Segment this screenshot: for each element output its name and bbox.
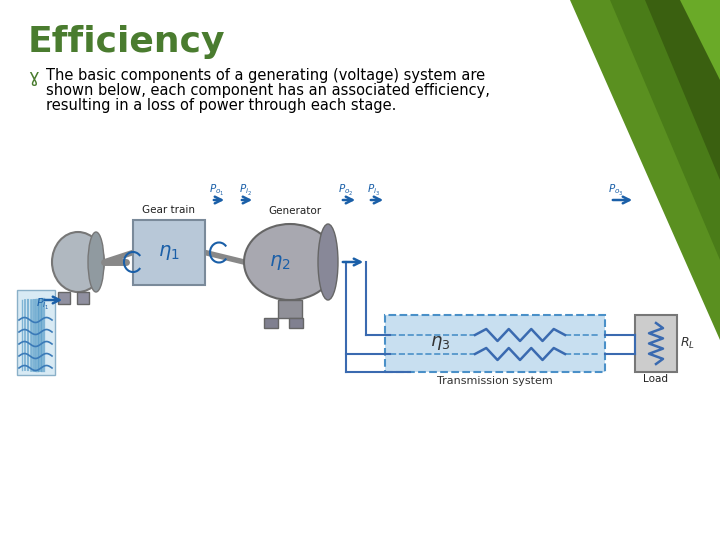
Ellipse shape: [88, 232, 104, 292]
Text: $P_{o_1}$: $P_{o_1}$: [209, 183, 225, 198]
Polygon shape: [645, 0, 720, 180]
Polygon shape: [660, 0, 720, 120]
Polygon shape: [610, 0, 720, 260]
FancyBboxPatch shape: [264, 318, 278, 328]
Text: $P_{i_3}$: $P_{i_3}$: [367, 183, 380, 198]
FancyBboxPatch shape: [77, 292, 89, 304]
Text: $\eta_3$: $\eta_3$: [430, 334, 450, 353]
Ellipse shape: [52, 232, 104, 292]
Text: $\eta_2$: $\eta_2$: [269, 253, 291, 272]
FancyBboxPatch shape: [385, 315, 605, 372]
Polygon shape: [570, 0, 720, 340]
FancyBboxPatch shape: [278, 300, 302, 318]
Text: ɣ: ɣ: [28, 68, 39, 86]
Text: $P_{i_2}$: $P_{i_2}$: [239, 183, 252, 198]
Text: The basic components of a generating (voltage) system are: The basic components of a generating (vo…: [46, 68, 485, 83]
Text: resulting in a loss of power through each stage.: resulting in a loss of power through eac…: [46, 98, 397, 113]
Text: $P_{i_1}$: $P_{i_1}$: [36, 297, 50, 312]
Text: Gear train: Gear train: [143, 205, 196, 215]
FancyBboxPatch shape: [58, 292, 70, 304]
FancyBboxPatch shape: [289, 318, 303, 328]
FancyBboxPatch shape: [17, 290, 55, 375]
Text: $P_{o_3}$: $P_{o_3}$: [608, 183, 624, 198]
Text: Transmission system: Transmission system: [437, 376, 553, 386]
Polygon shape: [680, 0, 720, 80]
Ellipse shape: [244, 224, 336, 300]
Text: Efficiency: Efficiency: [28, 25, 225, 59]
Ellipse shape: [318, 224, 338, 300]
Text: Generator: Generator: [269, 206, 322, 216]
Text: $\eta_1$: $\eta_1$: [158, 243, 180, 262]
Text: shown below, each component has an associated efficiency,: shown below, each component has an assoc…: [46, 83, 490, 98]
Text: Load: Load: [644, 374, 668, 384]
Text: $P_{o_2}$: $P_{o_2}$: [338, 183, 354, 198]
Text: $R_L$: $R_L$: [680, 336, 695, 351]
FancyBboxPatch shape: [133, 220, 205, 285]
FancyBboxPatch shape: [635, 315, 677, 372]
